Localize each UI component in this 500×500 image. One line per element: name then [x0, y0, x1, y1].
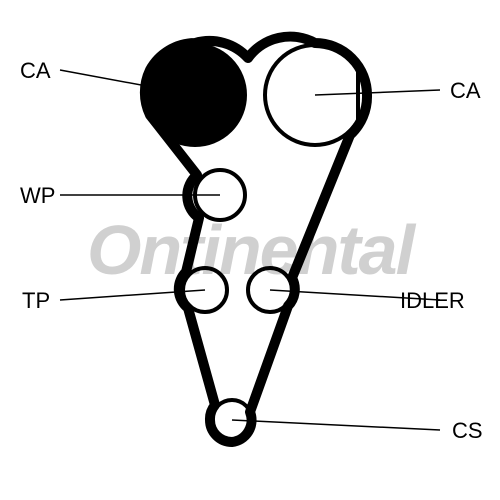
pulleys: [145, 45, 365, 440]
label-ca-right: CA: [450, 78, 481, 104]
leader-lines: [60, 70, 440, 430]
belt-diagram: [0, 0, 500, 500]
leader-cs: [232, 420, 440, 430]
label-tp: TP: [22, 288, 50, 314]
label-wp: WP: [20, 183, 55, 209]
leader-ca-right: [315, 90, 440, 95]
label-cs: CS: [452, 418, 483, 444]
label-ca-left: CA: [20, 58, 51, 84]
pulley-ca-left: [145, 45, 245, 145]
label-idler: IDLER: [400, 288, 465, 314]
